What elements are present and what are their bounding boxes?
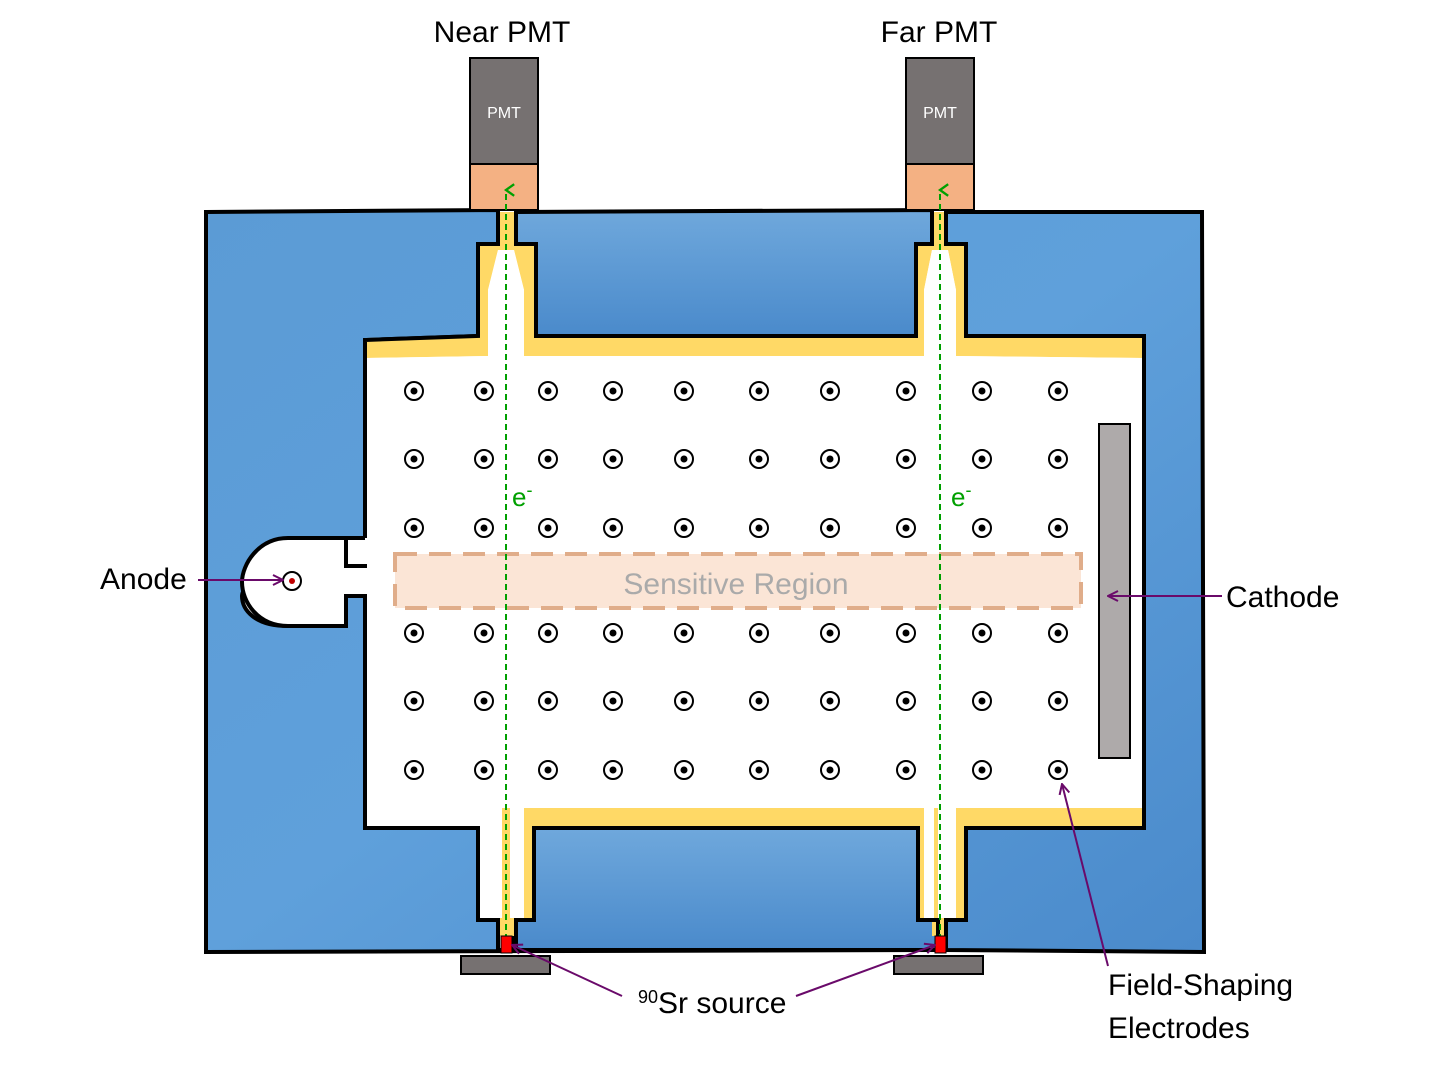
electrode-icon: [972, 691, 992, 711]
electrode-icon: [538, 518, 558, 538]
anode-label: Anode: [100, 563, 187, 596]
field-shaping-label-line2: Electrodes: [1108, 1012, 1250, 1045]
source-label: 90Sr source: [638, 987, 786, 1020]
electrode-icon: [972, 760, 992, 780]
far-pmt-title: Far PMT: [881, 16, 998, 49]
electrode-icon: [603, 760, 623, 780]
near-pmt-box-label: PMT: [487, 105, 521, 122]
top-center-block: [514, 207, 934, 338]
far-pmt-window: [905, 163, 975, 211]
electrode-icon: [896, 381, 916, 401]
electrode-icon: [474, 623, 494, 643]
gas-region-bottom: [365, 808, 1144, 936]
electrode-icon: [404, 381, 424, 401]
electrodes-arrow: [1062, 784, 1109, 967]
electrode-icon: [674, 623, 694, 643]
electrode-icon: [474, 760, 494, 780]
electrode-icon: [603, 449, 623, 469]
electrode-icon: [538, 760, 558, 780]
field-shaping-label-line1: Field-Shaping: [1108, 969, 1293, 1002]
source-arrow-near: [512, 945, 623, 997]
electrode-icon: [674, 518, 694, 538]
electrode-icon: [820, 691, 840, 711]
electrode-icon: [603, 518, 623, 538]
electrode-icon: [749, 691, 769, 711]
electrode-icon: [820, 760, 840, 780]
electrode-icon: [972, 623, 992, 643]
electrode-icon: [820, 623, 840, 643]
electrode-icon: [404, 760, 424, 780]
electrode-icon: [603, 381, 623, 401]
anode-wire-icon: [282, 571, 302, 591]
electrode-icon: [896, 623, 916, 643]
source-arrow-far: [795, 945, 935, 997]
electrode-icon: [820, 518, 840, 538]
electrode-icon: [404, 623, 424, 643]
electrode-icon: [972, 449, 992, 469]
electrode-icon: [474, 381, 494, 401]
far-source: [934, 935, 947, 954]
electrode-icon: [1048, 760, 1068, 780]
field-shaping-electrodes: [404, 381, 1068, 780]
electrode-icon: [474, 449, 494, 469]
electrode-icon: [1048, 449, 1068, 469]
electrode-icon: [749, 518, 769, 538]
near-source-holder: [460, 955, 551, 975]
electrode-icon: [404, 449, 424, 469]
cathode-plate: [1098, 423, 1131, 759]
electrode-icon: [1048, 691, 1068, 711]
electrode-icon: [1048, 623, 1068, 643]
electrode-icon: [474, 691, 494, 711]
electrode-icon: [674, 760, 694, 780]
electrode-icon: [1048, 518, 1068, 538]
electrode-icon: [896, 691, 916, 711]
electrode-icon: [749, 449, 769, 469]
electrode-icon: [603, 691, 623, 711]
sensitive-region-label: Sensitive Region: [623, 568, 848, 601]
electrode-icon: [972, 518, 992, 538]
sensitive-region: [393, 552, 1083, 610]
electrode-icon: [538, 381, 558, 401]
bottom-center-block: [514, 826, 940, 952]
electrode-icon: [749, 760, 769, 780]
far-pmt-body: [905, 57, 975, 165]
near-pmt-window: [469, 163, 539, 211]
electrode-icon: [674, 691, 694, 711]
electrode-icon: [538, 691, 558, 711]
electrode-icon: [896, 518, 916, 538]
cathode-label: Cathode: [1226, 581, 1339, 614]
electrode-icon: [820, 449, 840, 469]
far-source-holder: [893, 955, 984, 975]
electrode-icon: [896, 449, 916, 469]
near-pmt-title: Near PMT: [434, 16, 571, 49]
electrode-icon: [404, 691, 424, 711]
electrode-icon: [538, 623, 558, 643]
far-pmt-box-label: PMT: [923, 105, 957, 122]
electrode-icon: [404, 518, 424, 538]
electrode-icon: [1048, 381, 1068, 401]
electrode-icon: [896, 760, 916, 780]
anode-cup: [239, 536, 367, 628]
electrode-icon: [603, 623, 623, 643]
electrode-icon: [749, 623, 769, 643]
electrode-icon: [538, 449, 558, 469]
electrode-icon: [474, 518, 494, 538]
electrode-icon: [749, 381, 769, 401]
electrode-icon: [820, 381, 840, 401]
near-source: [500, 935, 513, 954]
chamber-outline: [363, 212, 1146, 950]
far-electron-label: e-: [951, 480, 971, 512]
gas-region-top: [365, 212, 1144, 358]
near-electron-label: e-: [512, 480, 532, 512]
near-pmt-body: [469, 57, 539, 165]
electrode-icon: [972, 381, 992, 401]
electrode-icon: [674, 381, 694, 401]
electrode-icon: [674, 449, 694, 469]
